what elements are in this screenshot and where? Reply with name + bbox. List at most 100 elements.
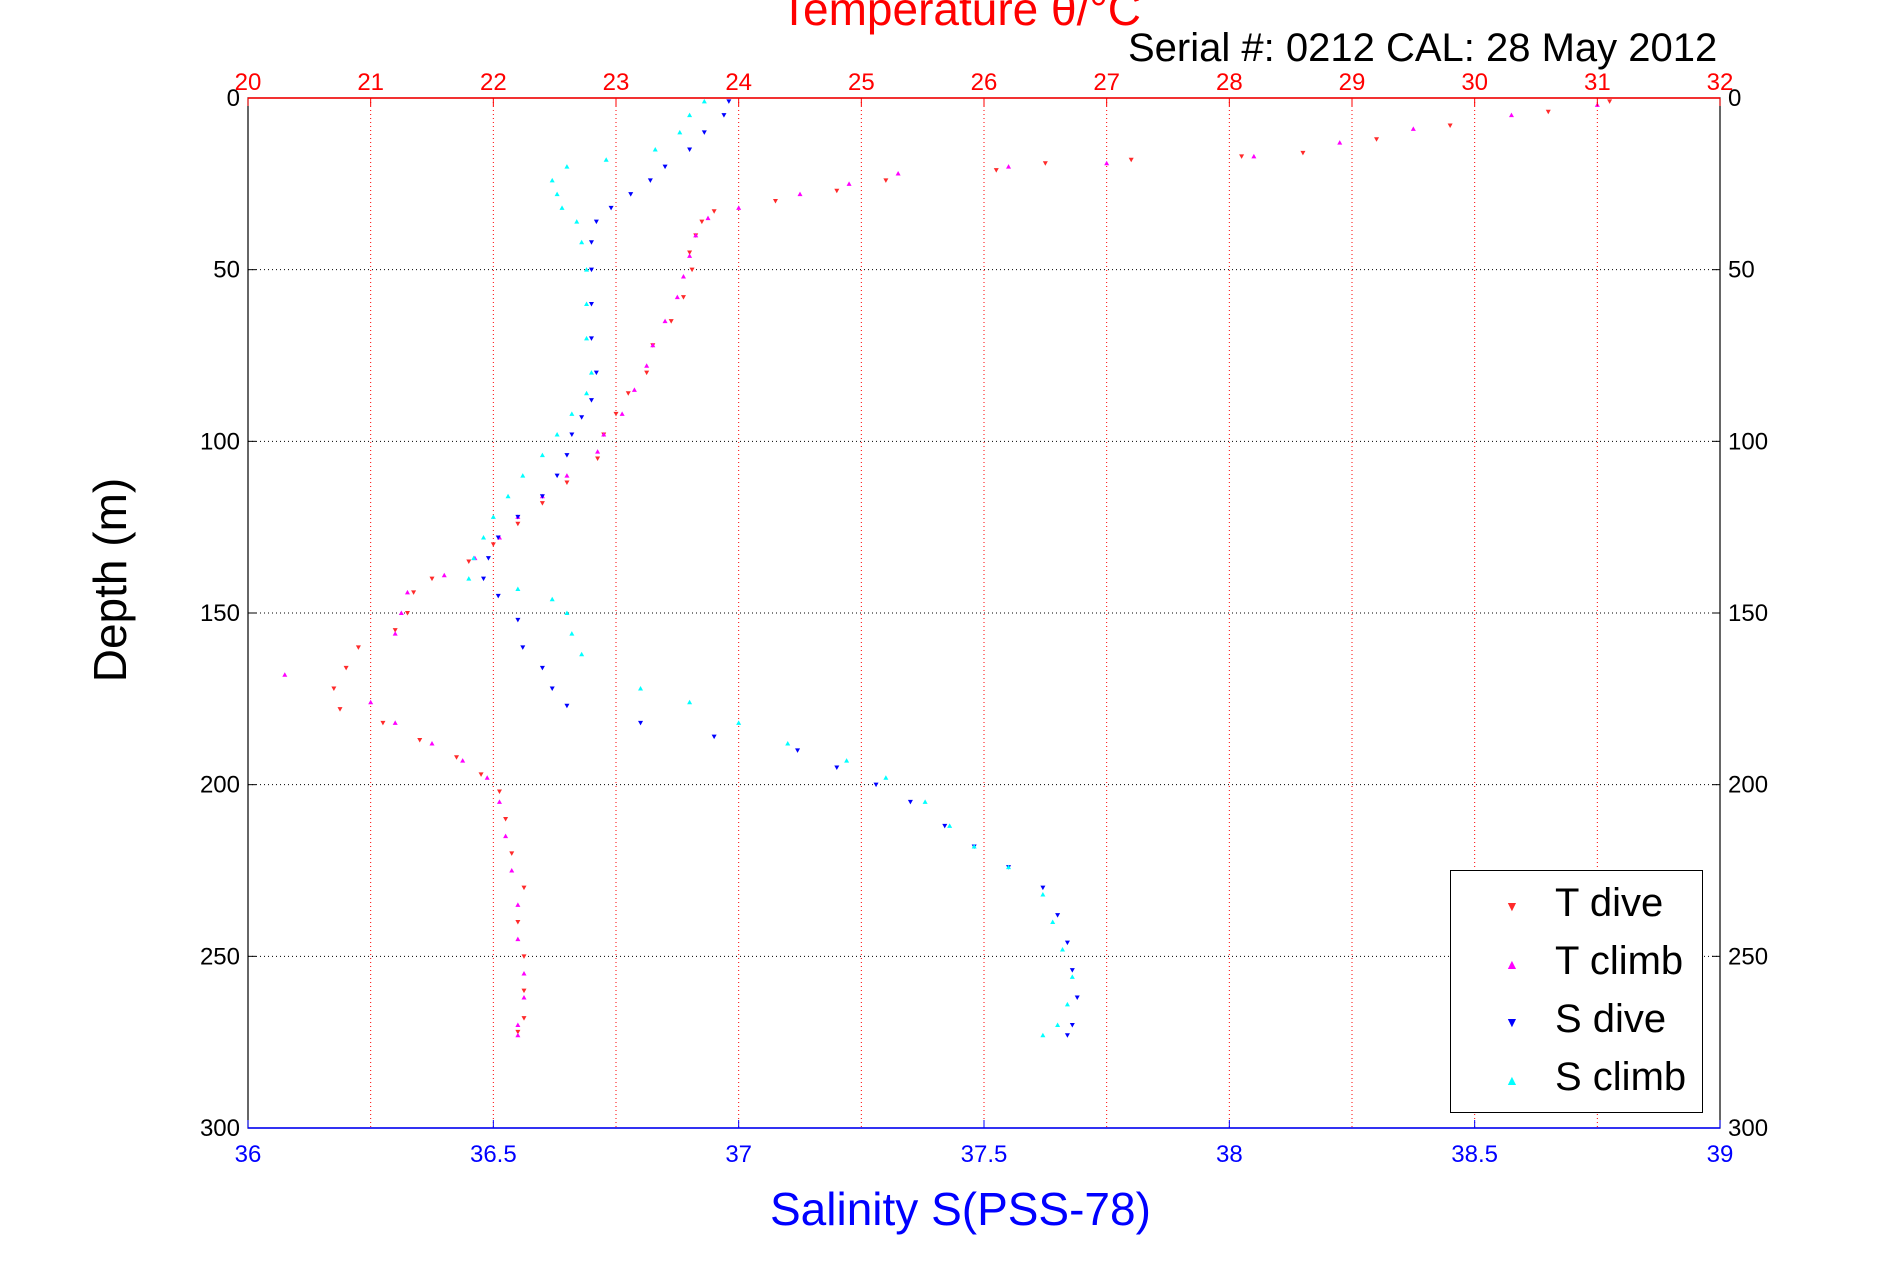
- data-point: [559, 205, 565, 210]
- data-point: [701, 98, 707, 104]
- data-point: [392, 720, 398, 725]
- data-point: [947, 823, 953, 828]
- legend-label: S climb: [1555, 1055, 1687, 1099]
- data-point: [503, 817, 509, 822]
- legend-item-t-climb: ▲ T climb: [1451, 935, 1702, 993]
- y-tick-label-right: 250: [1728, 943, 1768, 970]
- data-point: [554, 473, 560, 479]
- s-tick-label: 38: [1216, 1141, 1243, 1168]
- data-point: [797, 191, 803, 197]
- data-point: [539, 501, 545, 506]
- s-tick-label: 37: [725, 1141, 752, 1168]
- data-point: [569, 432, 575, 437]
- s-tick-label: 36: [235, 1141, 262, 1168]
- chart-title: Temperature θ/°C: [780, 0, 1141, 35]
- data-point: [638, 720, 644, 726]
- grid-lines: [248, 98, 1720, 1128]
- data-point: [1006, 164, 1012, 169]
- y-axis-label: Depth (m): [84, 477, 136, 683]
- data-point: [1545, 109, 1551, 115]
- data-points: [282, 98, 1613, 1038]
- data-point: [404, 589, 410, 595]
- data-point: [454, 755, 460, 760]
- data-point: [1040, 885, 1046, 891]
- series-t-climb: [282, 102, 1600, 1038]
- data-point: [650, 342, 656, 348]
- legend-item-t-dive: ▼ T dive: [1451, 877, 1702, 935]
- data-point: [971, 843, 977, 849]
- data-point: [687, 699, 693, 705]
- data-point: [515, 936, 521, 942]
- data-point: [1040, 892, 1046, 897]
- data-point: [687, 253, 693, 258]
- data-point: [471, 555, 477, 561]
- y-tick-label: 250: [200, 943, 240, 970]
- data-point: [701, 130, 707, 135]
- data-point: [1251, 153, 1257, 159]
- up-triangle-icon: ▲: [1505, 956, 1519, 972]
- t-tick-label: 23: [603, 69, 630, 96]
- data-point: [579, 239, 585, 245]
- data-point: [521, 954, 527, 959]
- data-point: [343, 665, 349, 671]
- data-point: [647, 178, 653, 183]
- data-point: [588, 240, 594, 245]
- s-tick-label: 37.5: [961, 1141, 1008, 1168]
- data-point: [1337, 140, 1343, 145]
- data-point: [687, 112, 693, 118]
- data-point: [441, 572, 447, 578]
- series-t-dive: [331, 99, 1613, 1035]
- y-tick-label-right: 0: [1728, 85, 1741, 112]
- data-point: [549, 686, 555, 692]
- s-tick-label: 38.5: [1451, 1141, 1498, 1168]
- t-tick-label: 32: [1707, 69, 1734, 96]
- data-point: [588, 370, 594, 375]
- data-point: [662, 164, 668, 170]
- data-point: [584, 390, 590, 396]
- data-point: [485, 556, 491, 561]
- data-point: [1447, 123, 1453, 128]
- data-point: [515, 514, 521, 520]
- data-point: [564, 473, 570, 478]
- data-point: [1300, 150, 1306, 156]
- t-tick-label: 30: [1461, 69, 1488, 96]
- t-tick-label: 21: [357, 69, 384, 96]
- data-point: [521, 1016, 527, 1021]
- data-point: [619, 411, 625, 416]
- data-point: [1374, 137, 1380, 142]
- y-tick-label-right: 50: [1728, 257, 1755, 284]
- data-point: [404, 611, 410, 616]
- data-point: [1042, 161, 1048, 166]
- data-point: [429, 740, 435, 746]
- data-point: [942, 823, 948, 829]
- data-point: [505, 493, 511, 499]
- data-point: [355, 645, 361, 650]
- data-point: [638, 686, 644, 691]
- data-point: [834, 765, 840, 770]
- data-point: [687, 250, 693, 255]
- data-point: [539, 494, 545, 499]
- x-axis-label: Salinity S(PSS-78): [770, 1183, 1151, 1235]
- data-point: [549, 177, 555, 183]
- data-point: [564, 610, 570, 615]
- data-point: [1607, 99, 1613, 104]
- data-point: [652, 147, 658, 152]
- data-point: [588, 302, 594, 307]
- data-point: [644, 363, 650, 368]
- data-point: [392, 631, 398, 636]
- data-point: [693, 232, 699, 238]
- data-point: [380, 720, 386, 726]
- data-point: [495, 593, 501, 599]
- data-point: [539, 665, 545, 671]
- data-point: [680, 274, 686, 279]
- data-point: [993, 168, 999, 173]
- data-point: [668, 319, 674, 324]
- data-point: [680, 295, 686, 300]
- data-point: [521, 971, 527, 976]
- data-point: [515, 902, 521, 907]
- s-tick-label: 39: [1707, 1141, 1734, 1168]
- data-point: [429, 576, 435, 582]
- data-point: [574, 219, 580, 224]
- data-point: [603, 157, 609, 162]
